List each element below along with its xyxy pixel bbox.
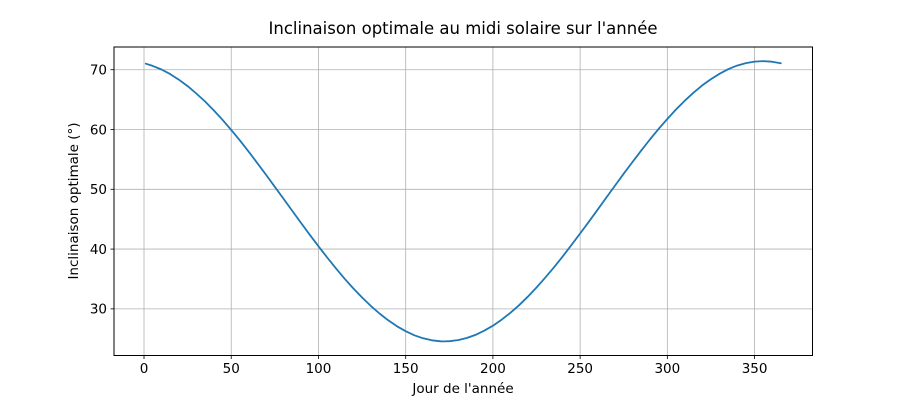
y-tick-label: 60 <box>90 122 107 138</box>
y-tick-label: 70 <box>90 63 107 79</box>
x-tick-label: 350 <box>742 361 768 377</box>
x-axis-label: Jour de l'année <box>412 381 514 397</box>
x-tick-label: 0 <box>140 361 149 377</box>
chart-title: Inclinaison optimale au midi solaire sur… <box>268 19 658 38</box>
x-tick-label: 100 <box>306 361 332 377</box>
x-tick-label: 250 <box>567 361 593 377</box>
y-tick-label: 30 <box>90 302 107 318</box>
axes-frame <box>113 46 813 356</box>
y-axis-label: Inclinaison optimale (°) <box>66 122 82 280</box>
x-tick-label: 200 <box>480 361 506 377</box>
x-tick-label: 150 <box>393 361 419 377</box>
x-tick-label: 300 <box>654 361 680 377</box>
x-tick-label: 50 <box>223 361 240 377</box>
y-tick-label: 50 <box>90 182 107 198</box>
y-tick-label: 40 <box>90 242 107 258</box>
series-line <box>144 60 782 343</box>
